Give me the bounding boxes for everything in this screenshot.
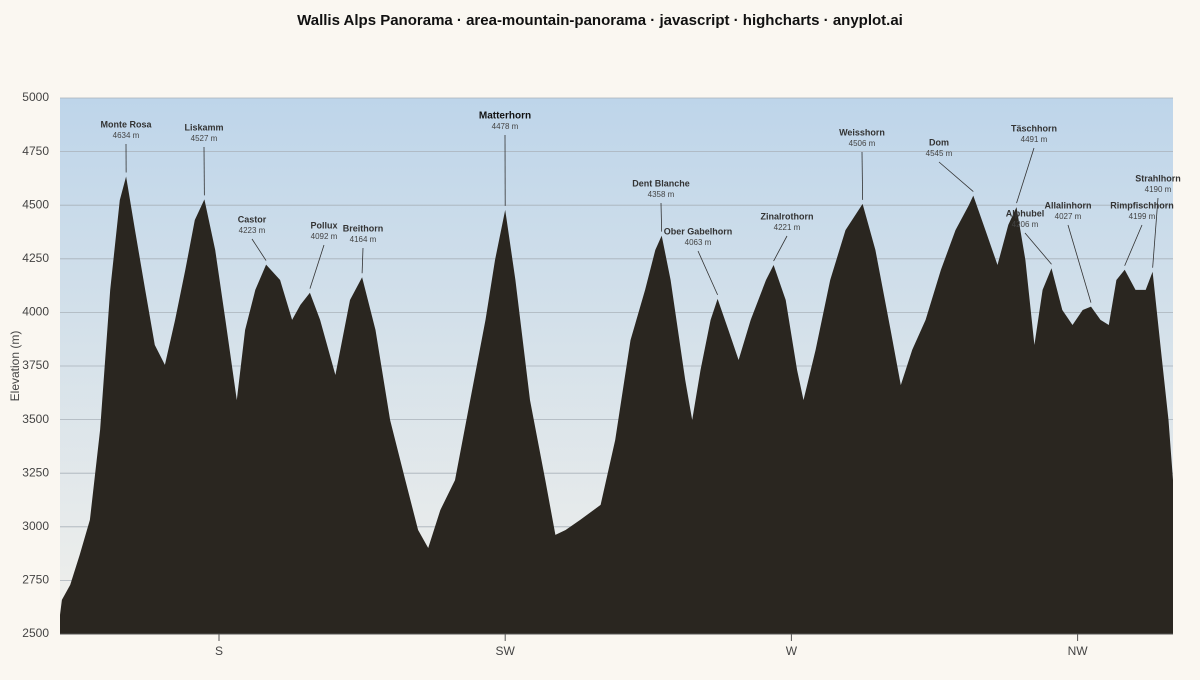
peak-elevation: 4634 m [113,131,140,140]
peak-name: Dom [929,137,949,147]
peak-name: Ober Gabelhorn [664,226,733,236]
peak-name: Täschhorn [1011,123,1057,133]
peak-elevation: 4190 m [1145,185,1172,194]
x-tick-label: SW [496,644,516,658]
peak-elevation: 4221 m [774,223,801,232]
peak-name: Breithorn [343,223,384,233]
y-tick-label: 4500 [22,197,49,211]
peak-name: Dent Blanche [632,178,690,188]
peak-elevation: 4199 m [1129,212,1156,221]
peak-elevation: 4527 m [191,134,218,143]
chart-title: Wallis Alps Panorama · area-mountain-pan… [297,12,903,29]
peak-elevation: 4506 m [849,139,876,148]
peak-name: Rimpfischhorn [1110,200,1174,210]
peak-name: Weisshorn [839,127,885,137]
peak-name: Alphubel [1006,208,1045,218]
peak-name: Zinalrothorn [761,211,814,221]
peak-name: Monte Rosa [100,119,152,129]
peak-elevation: 4206 m [1012,220,1039,229]
peak-elevation: 4092 m [311,232,338,241]
peak-name: Castor [238,214,267,224]
peak-name: Allalinhorn [1045,200,1092,210]
x-tick-label: NW [1068,644,1089,658]
y-tick-label: 2750 [22,573,49,587]
peak-name: Pollux [310,220,337,230]
peak-name: Strahlhorn [1135,173,1181,183]
y-tick-label: 5000 [22,90,49,104]
peak-elevation: 4027 m [1055,212,1082,221]
y-tick-label: 3750 [22,358,49,372]
peak-elevation: 4063 m [685,238,712,247]
peak-elevation: 4491 m [1021,135,1048,144]
peak-elevation: 4478 m [492,122,519,131]
y-tick-label: 3500 [22,412,49,426]
y-tick-label: 4250 [22,251,49,265]
peak-name: Liskamm [184,122,223,132]
x-tick-label: W [786,644,798,658]
peak-elevation: 4164 m [350,235,377,244]
y-axis-label: Elevation (m) [8,331,22,402]
y-tick-label: 2500 [22,626,49,640]
y-tick-label: 3250 [22,465,49,479]
peak-elevation: 4223 m [239,226,266,235]
peak-name: Matterhorn [479,111,531,122]
peak-elevation: 4358 m [648,190,675,199]
peak-elevation: 4545 m [926,149,953,158]
y-tick-label: 3000 [22,519,49,533]
x-tick-label: S [215,644,223,658]
y-tick-label: 4750 [22,144,49,158]
y-tick-label: 4000 [22,305,49,319]
